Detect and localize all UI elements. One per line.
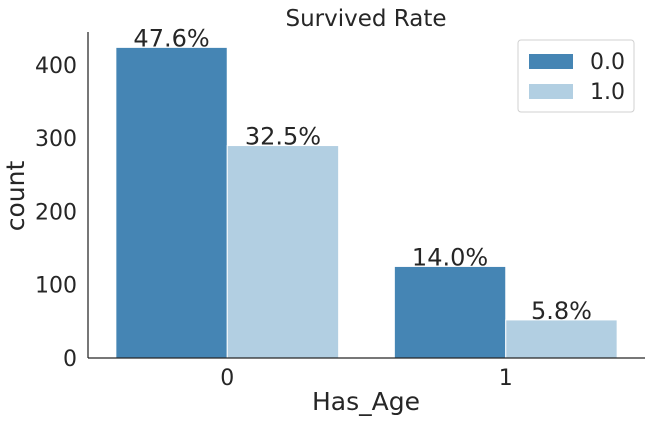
x-tick-label-0: 0 <box>220 366 234 391</box>
legend-label-0: 0.0 <box>590 50 625 75</box>
bar-series-0-cat-0 <box>115 46 228 359</box>
bar-label-series-0-cat-0: 47.6% <box>133 24 209 52</box>
bar-series-1-cat-1 <box>505 319 618 359</box>
legend: 0.01.0 <box>517 39 635 113</box>
y-ticks-group: 0 100 200 300 400 <box>35 54 77 372</box>
legend-swatch-1 <box>529 84 573 99</box>
bar-label-series-0-cat-1: 14.0% <box>412 243 488 271</box>
legend-label-1: 1.0 <box>590 80 625 105</box>
bars-group <box>115 46 618 359</box>
y-tick-label-2: 200 <box>35 200 77 225</box>
y-tick-label-1: 100 <box>35 274 77 299</box>
y-tick-label-3: 300 <box>35 127 77 152</box>
bar-labels-group: 47.6% 32.5% 14.0% 5.8% <box>133 24 592 325</box>
y-axis-label: count <box>1 161 30 232</box>
bar-series-1-cat-0 <box>226 145 340 359</box>
y-tick-label-4: 400 <box>35 54 77 79</box>
chart-title: Survived Rate <box>285 6 446 32</box>
y-tick-label-0: 0 <box>63 347 77 372</box>
bar-series-0-cat-1 <box>393 265 507 359</box>
bar-label-series-1-cat-0: 32.5% <box>245 123 321 151</box>
x-axis-label: Has_Age <box>312 387 420 416</box>
legend-swatch-0 <box>529 54 573 69</box>
bar-label-series-1-cat-1: 5.8% <box>531 297 592 325</box>
x-tick-label-1: 1 <box>499 366 513 391</box>
